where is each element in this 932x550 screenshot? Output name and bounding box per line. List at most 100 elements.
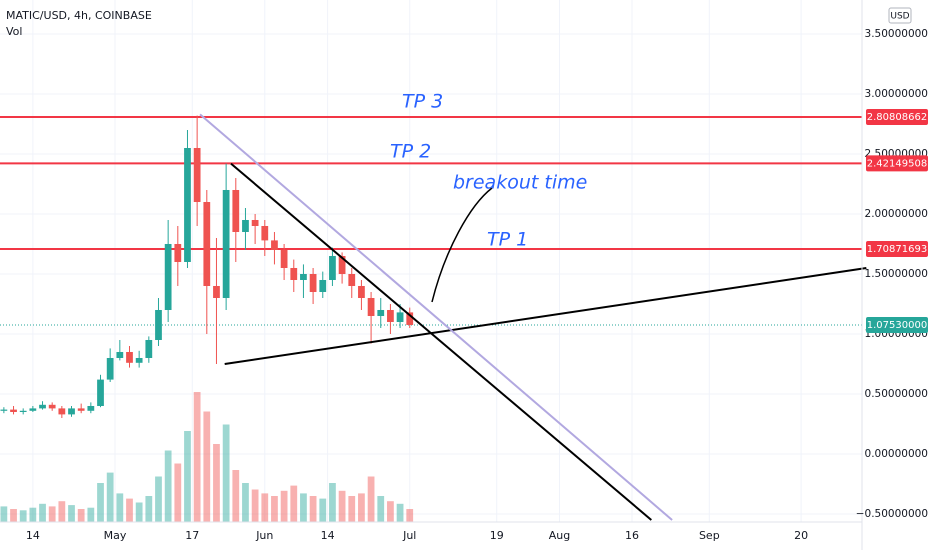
volume-bar [367,476,375,522]
candle-body [271,240,278,250]
trendline [199,113,673,521]
volume-bar [348,496,356,522]
candle-body [358,285,365,298]
last-price-tag [866,316,928,333]
volume-bar [300,493,307,522]
volume-bar [145,496,153,522]
currency[interactable]: USD [890,12,909,22]
levels [0,116,862,326]
candle-body [0,409,8,411]
level-label: 2.42149508 [867,158,927,169]
candle-body [10,409,17,412]
volume-bar [319,498,327,522]
volume-bar [48,506,56,522]
candle-body [348,273,356,286]
y-tick-label: −0.50000000 [856,508,928,520]
y-tick-label: 3.00000000 [865,88,928,100]
volume-bar [19,510,27,522]
candle-body [261,225,269,241]
y-tick-label: 3.50000000 [865,28,928,40]
volume-bar [280,490,288,522]
volume-bar [193,392,201,522]
candle-body [116,351,124,358]
x-tick-label: Jul [402,529,416,542]
currency-box[interactable] [888,7,912,24]
candle-body [126,351,133,363]
candle-body [29,408,37,411]
level-tag [866,155,928,172]
volume-bar [87,507,95,522]
x-tick-label: 16 [625,529,639,542]
candle-body [58,408,66,415]
arrow-curve [431,187,493,303]
volume-bar [164,450,172,522]
candle-body [193,147,201,202]
candle-body [251,219,259,226]
candle-body [68,408,75,415]
annotation: TP 3 [402,91,443,113]
x-tick-label: 14 [26,529,40,542]
candle-body [174,243,182,262]
axes: 3.500000003.000000002.500000002.00000000… [26,28,928,542]
volume-bar [0,506,8,522]
candle-body [232,189,240,232]
volume-bar [242,483,249,522]
candle-body [406,312,414,325]
volume-bar [406,509,414,522]
volume-bar [97,483,104,522]
volume-bar [377,496,385,522]
volume-bar [10,509,17,522]
candle-body [145,339,153,358]
candle-body [290,267,298,280]
volume-bar [222,424,230,522]
volume-bar [174,463,182,522]
y-tick-label: 0.50000000 [865,388,928,400]
candle-body [319,279,327,292]
candle-body [387,309,394,322]
volume-pane [0,392,414,522]
annotation: TP 2 [390,141,431,163]
volume-bar [271,496,278,522]
y-tick-label: 2.00000000 [865,208,928,220]
y-tick-label: 0.00000000 [865,448,928,460]
candle-body [222,189,230,298]
volume-bar [213,444,220,522]
volume-bar [261,493,269,522]
candle-body [329,255,336,280]
volume-bar [338,490,346,522]
volume-bar [116,493,124,522]
volume-bar [39,503,46,522]
candle-body [19,410,27,412]
volume-bar [126,498,133,522]
volume-bar [232,470,240,522]
candle-body [39,404,46,409]
level-label: 1.70871693 [867,244,927,255]
volume-bar [309,496,317,522]
volume-bar [184,431,191,522]
symbol-title[interactable]: MATIC/USD, 4h, COINBASE [6,9,152,22]
candle-body [300,273,307,280]
candle-body [367,297,375,316]
x-tick-label: Jun [255,529,273,542]
candle-body [396,312,404,322]
candle-body [213,285,220,298]
volume-bar [58,501,66,522]
trendlines [199,113,867,521]
x-tick-label: May [104,529,127,542]
last-price-label: 1.07530000 [867,320,927,331]
x-tick-label: Sep [699,529,720,542]
candle-body [48,404,56,409]
volume-bar [155,476,162,522]
volume-bar [203,411,211,522]
level-label: 2.80808662 [867,112,927,123]
y-tick-label: 1.50000000 [865,268,928,280]
volume-label[interactable]: Vol [6,25,22,38]
trendline [224,267,867,365]
volume-bar [106,472,114,522]
volume-bar [251,489,259,522]
candle-body [377,309,385,316]
level-tag [866,240,928,257]
